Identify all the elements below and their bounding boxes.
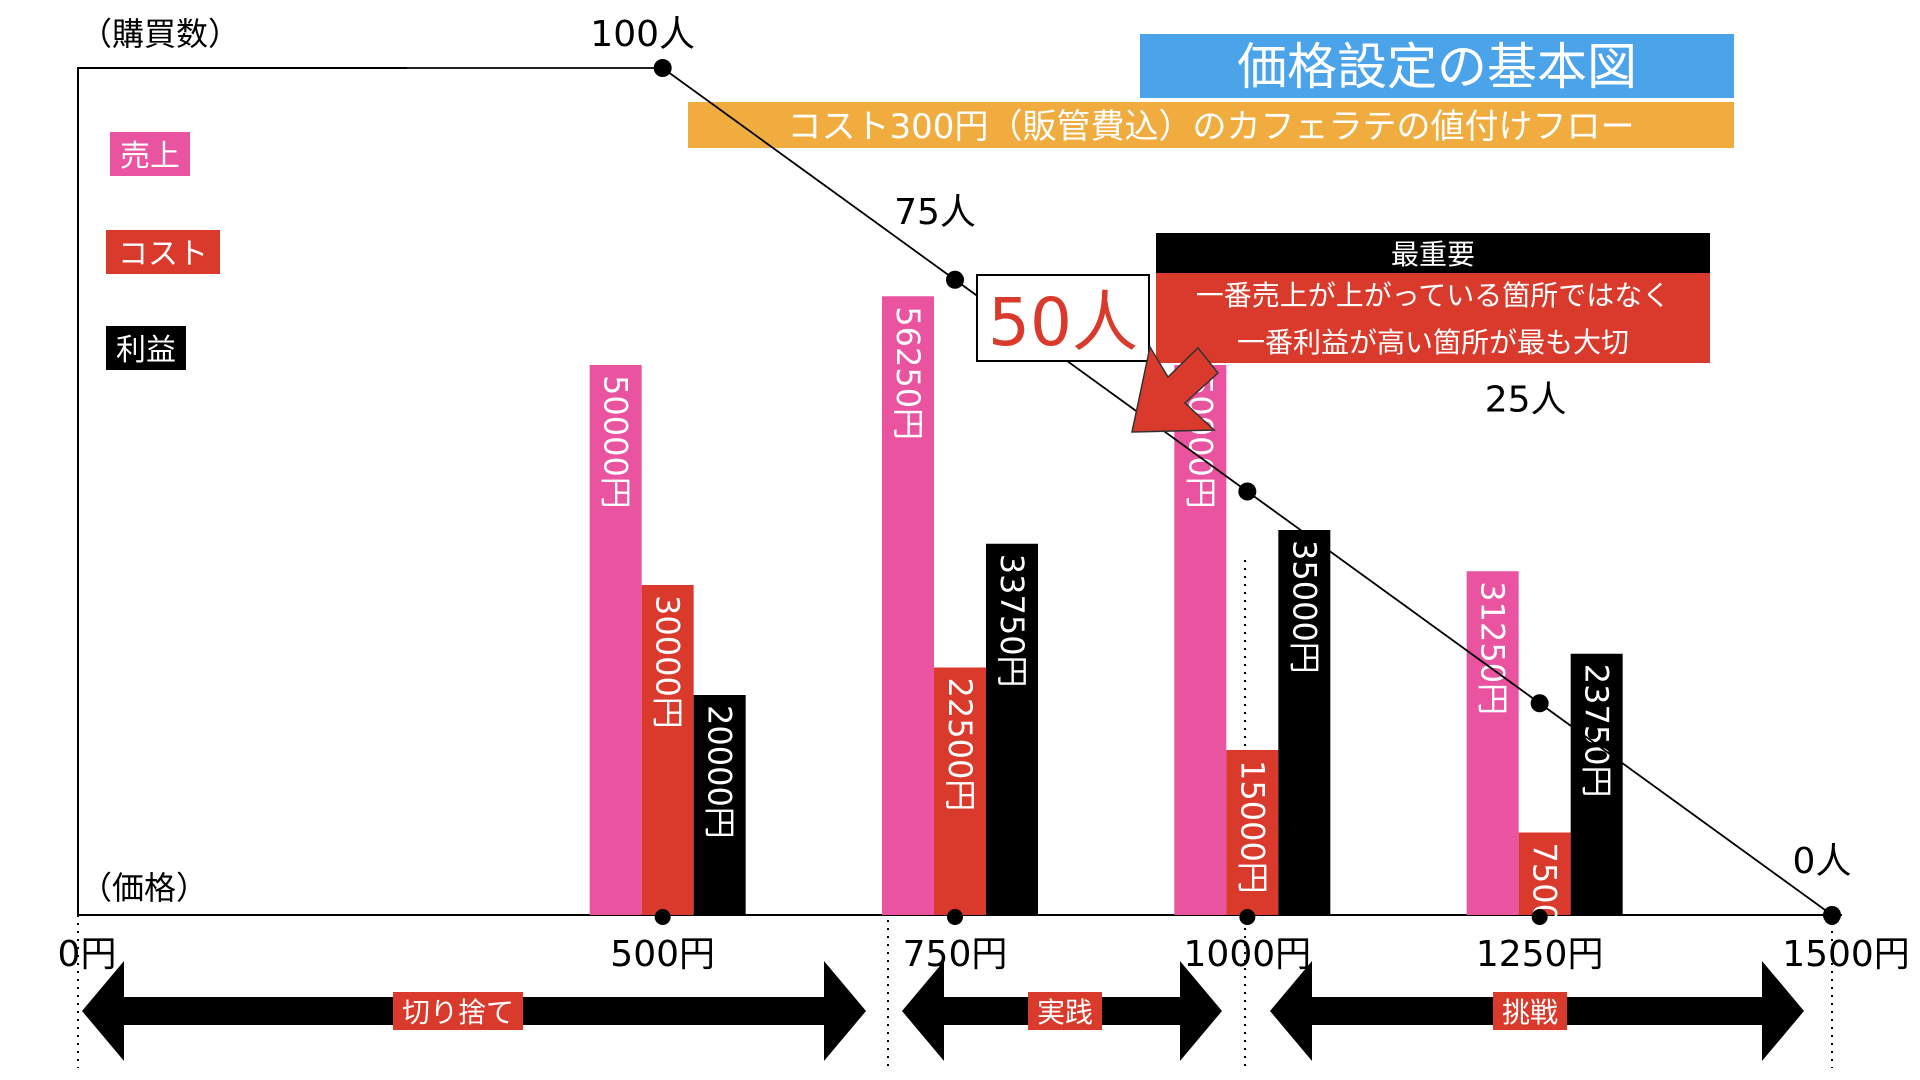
x-tick-label: 1250円: [1476, 934, 1604, 975]
bar-value-label-cost: 30000円: [649, 595, 687, 729]
x-axis-label: （価格）: [80, 869, 208, 907]
y-axis: [77, 67, 407, 915]
x-tick-group: 0円 500円 750円 1000円 1250円 1500円: [58, 934, 1910, 975]
callout-heading-background: [1156, 233, 1710, 273]
demand-point-label: 0人: [1793, 841, 1852, 882]
range-label-background: [393, 992, 523, 1030]
demand-point: [1530, 694, 1549, 713]
legend-swatch-sales: [110, 132, 190, 176]
legend-label-profit: 利益: [116, 333, 176, 368]
callout-line-1: 一番売上が上がっている箇所ではなく: [1196, 279, 1671, 312]
subtitle-background: [688, 102, 1734, 148]
bar-value-label-cost: 15000円: [1233, 760, 1271, 894]
range-label-background: [1493, 992, 1567, 1030]
bar-sales: [882, 296, 934, 915]
bar-sales: [1466, 571, 1519, 915]
range-label: 実践: [1037, 996, 1093, 1029]
demand-point: [946, 270, 964, 289]
bar-group: 50000円30000円20000円56250円22500円33750円5000…: [589, 296, 1623, 956]
demand-line: [78, 67, 1833, 916]
bar-cost: [934, 667, 986, 915]
callout-arrow: [1131, 344, 1220, 433]
bar-value-label-profit: 20000円: [701, 705, 739, 839]
bar-cost: [1518, 832, 1571, 915]
bar-value-label-cost: 7500円: [1526, 843, 1564, 956]
legend-swatch-profit: [106, 326, 186, 370]
legend-swatch-cost: [106, 230, 220, 274]
legend-label-cost: コスト: [118, 237, 208, 272]
axis-tick-dot: [654, 909, 671, 925]
bar-value-label-cost: 22500円: [941, 678, 979, 812]
demand-line-group: 100人 75人 25人 0人: [78, 14, 1851, 925]
x-tick-label: 500円: [610, 934, 715, 975]
demand-point-label: 25人: [1485, 379, 1567, 420]
bar-profit: [1278, 530, 1331, 915]
bar-sales: [589, 365, 642, 915]
demand-point: [1238, 482, 1257, 501]
chart-subtitle: コスト300円（販管費込）のカフェラテの値付けフロー: [788, 107, 1635, 147]
bar-value-label-profit: 33750円: [993, 554, 1031, 688]
count-label-50: 50人: [988, 284, 1138, 361]
range-label: 切り捨て: [402, 996, 514, 1029]
title-background: [1140, 34, 1734, 98]
bar-value-label-profit: 23750円: [1578, 664, 1616, 798]
axis-tick-dot: [1824, 909, 1840, 925]
x-tick-label: 1500円: [1782, 934, 1910, 975]
axis-tick-dot: [947, 909, 963, 925]
range-label: 挑戦: [1502, 996, 1558, 1029]
bar-profit: [693, 695, 746, 915]
chart-title: 価格設定の基本図: [1237, 38, 1637, 96]
axis-tick-dot: [1239, 909, 1256, 925]
demand-point-label: 100人: [590, 14, 695, 55]
bar-cost: [1226, 750, 1279, 915]
demand-point-label: 75人: [894, 192, 976, 233]
bar-value-label-sales: 56250円: [889, 306, 927, 440]
bar-profit: [1570, 653, 1623, 915]
bar-profit: [986, 543, 1038, 915]
range-arrows: 切り捨て 実践 挑戦: [82, 961, 1804, 1061]
callout-body-background: [1156, 273, 1710, 363]
x-tick-label: 750円: [903, 934, 1008, 975]
axis-tick-dot: [1531, 909, 1548, 925]
callout-heading: 最重要: [1391, 238, 1475, 271]
bar-value-label-sales: 50000円: [597, 375, 635, 509]
count-label-box: [976, 274, 1150, 362]
bar-cost: [641, 585, 694, 915]
callout-line-2: 一番利益が高い箇所が最も大切: [1237, 326, 1629, 359]
x-tick-label: 1000円: [1184, 934, 1312, 975]
bar-value-label-profit: 35000円: [1285, 540, 1323, 674]
demand-point: [653, 59, 672, 77]
range-label-background: [1028, 992, 1102, 1030]
x-tick-label: 0円: [58, 934, 117, 975]
bar-value-label-sales: 31250円: [1474, 581, 1512, 715]
legend-label-sales: 売上: [120, 139, 180, 174]
y-axis-label: （購買数）: [80, 15, 240, 53]
